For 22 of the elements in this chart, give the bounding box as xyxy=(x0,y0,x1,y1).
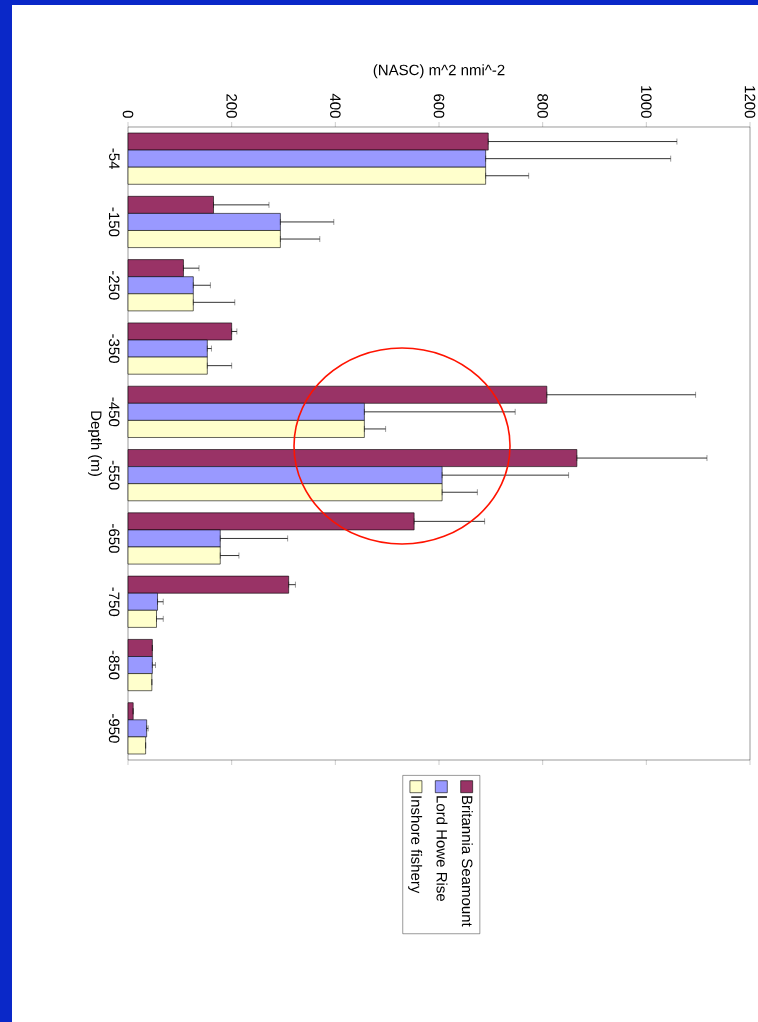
y-tick-label: -650 xyxy=(108,524,120,553)
y-tick-label: -150 xyxy=(108,207,120,237)
y-tick-label: -350 xyxy=(108,334,120,363)
y-tick-label: -750 xyxy=(108,587,120,617)
x-tick-label: 1200 xyxy=(744,86,756,118)
x-tick-label: 400 xyxy=(330,93,341,118)
y-axis-title: Depth (m) xyxy=(88,411,102,476)
y-tick-label: -250 xyxy=(108,270,120,300)
x-tick-label: 1000 xyxy=(641,86,652,118)
x-tick-label: 0 xyxy=(122,110,134,118)
x-tick-label: 200 xyxy=(226,94,237,118)
x-tick-label: 800 xyxy=(537,94,548,118)
y-tick-label: -850 xyxy=(108,650,120,680)
y-tick-label: -54 xyxy=(109,148,120,170)
y-tick-label: -950 xyxy=(108,714,120,743)
x-axis-title: (NASC) m^2 nmi^-2 xyxy=(373,64,505,79)
legend-label: Inshore fishery xyxy=(408,796,423,894)
legend-label: Britannia Seamount xyxy=(461,796,473,927)
x-tick-label: 600 xyxy=(433,94,445,118)
y-tick-label: -450 xyxy=(108,397,120,427)
y-tick-label: -550 xyxy=(108,460,120,490)
legend-label: Lord Howe Rise xyxy=(436,796,448,902)
